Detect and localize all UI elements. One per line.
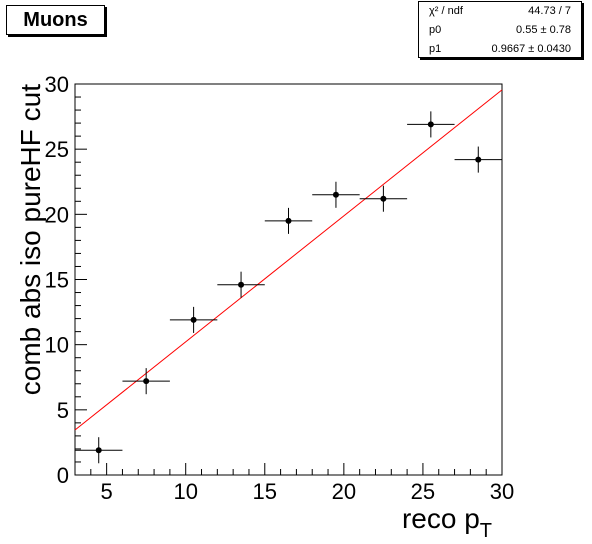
point-marker xyxy=(238,281,245,288)
y-tick-label: 0 xyxy=(57,463,69,488)
data-point xyxy=(217,271,265,298)
x-tick-label: 30 xyxy=(490,479,514,504)
stat-value: 0.9667 ± 0.0430 xyxy=(491,43,571,55)
point-marker xyxy=(475,156,482,163)
stat-value: 0.55 ± 0.78 xyxy=(516,24,571,36)
data-point xyxy=(75,437,123,464)
stat-row-chi2: χ² / ndf 44.73 / 7 xyxy=(419,2,581,20)
x-tick-label: 25 xyxy=(411,479,435,504)
data-point xyxy=(359,185,408,212)
point-marker xyxy=(190,316,197,323)
stat-row-p1: p1 0.9667 ± 0.0430 xyxy=(419,40,581,58)
point-marker xyxy=(427,121,434,128)
point-marker xyxy=(285,217,292,224)
x-axis-label-text: reco p xyxy=(402,503,480,534)
data-points xyxy=(75,111,502,464)
stat-name: χ² / ndf xyxy=(429,5,463,17)
x-tick-label: 10 xyxy=(173,479,197,504)
stat-row-p0: p0 0.55 ± 0.78 xyxy=(419,21,581,39)
y-tick-label: 15 xyxy=(45,268,69,293)
data-point xyxy=(312,181,360,208)
fit-layer xyxy=(74,89,503,431)
data-point xyxy=(122,368,170,395)
data-point xyxy=(169,306,218,333)
x-tick-label: 20 xyxy=(332,479,356,504)
stat-name: p1 xyxy=(429,43,442,55)
stat-name: p0 xyxy=(429,24,442,36)
y-tick-label: 30 xyxy=(45,72,69,97)
data-point xyxy=(454,146,502,173)
y-tick-label: 20 xyxy=(45,202,69,227)
axis-ticks: 5 10 15 20 25 30 0 5 10 15 20 25 30 xyxy=(45,72,515,504)
stat-value: 44.73 / 7 xyxy=(528,5,571,17)
point-marker xyxy=(332,191,339,198)
x-tick-label: 15 xyxy=(253,479,277,504)
plot-frame xyxy=(74,83,503,476)
chart-title: Muons xyxy=(6,5,105,35)
y-tick-label: 5 xyxy=(57,398,69,423)
x-tick-label: 5 xyxy=(101,479,113,504)
point-marker xyxy=(143,378,150,385)
point-marker xyxy=(95,447,102,454)
x-axis-label: reco pT xyxy=(402,503,492,542)
fit-line xyxy=(74,89,503,431)
data-point xyxy=(407,111,455,138)
fit-stats-box: χ² / ndf 44.73 / 7 p0 0.55 ± 0.78 p1 0.9… xyxy=(418,1,582,58)
y-tick-label: 25 xyxy=(45,137,69,162)
point-marker xyxy=(380,195,387,202)
x-axis-label-subscript: T xyxy=(480,520,492,542)
y-axis-label: comb abs iso pureHF cut xyxy=(15,84,46,395)
data-point xyxy=(264,207,313,234)
y-tick-label: 10 xyxy=(45,333,69,358)
